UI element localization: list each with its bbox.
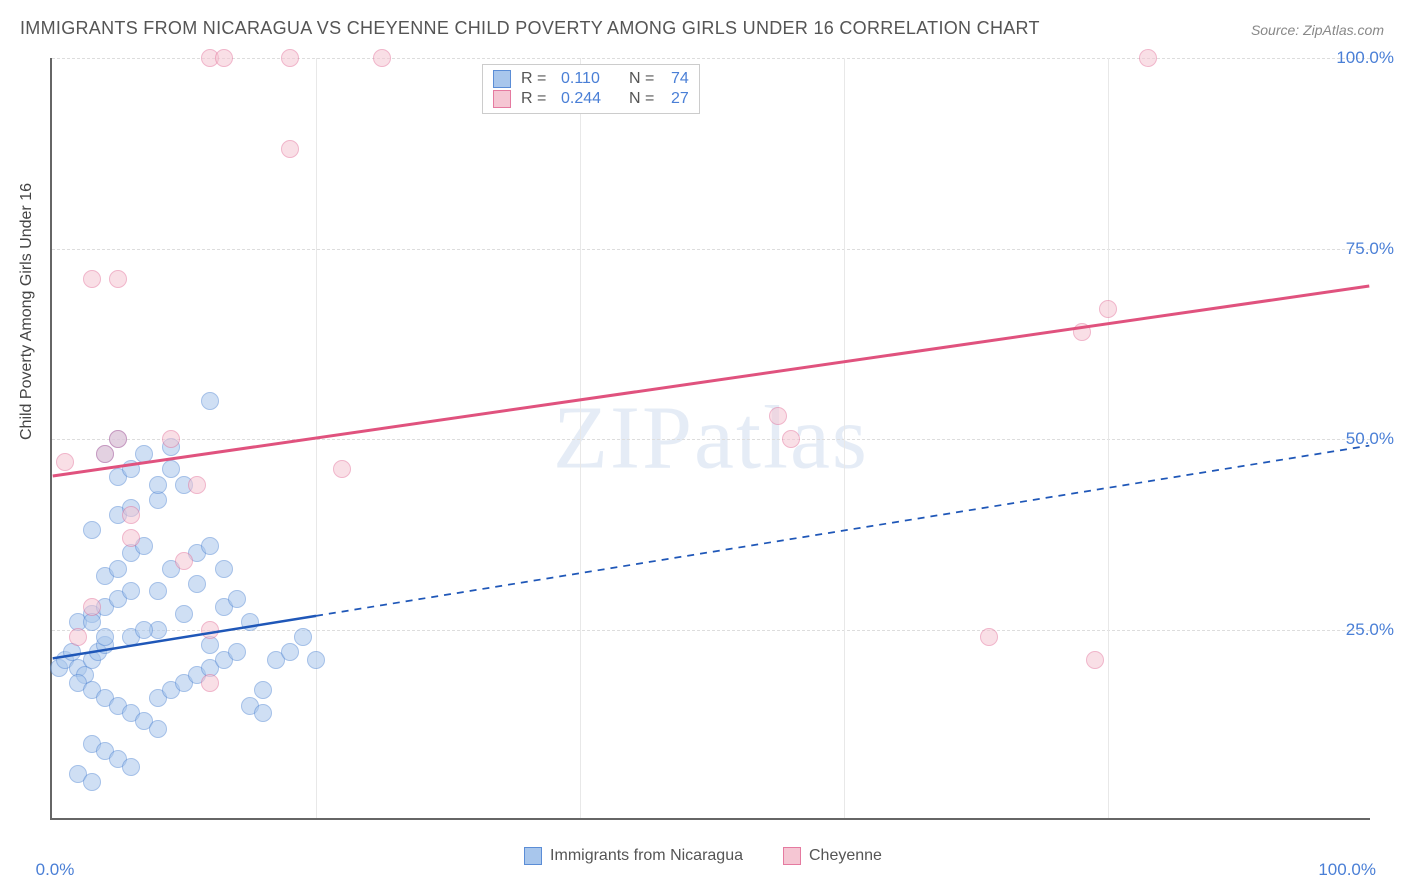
legend-swatch (493, 70, 511, 88)
r-value: 0.110 (561, 70, 619, 88)
legend-label: Immigrants from Nicaragua (550, 847, 743, 865)
gridline-h (52, 439, 1370, 440)
scatter-point (201, 674, 219, 692)
correlation-legend: R = 0.110 N = 74 R = 0.244 N = 27 (482, 64, 700, 114)
gridline-v (580, 58, 581, 818)
scatter-point (769, 407, 787, 425)
gridline-h (52, 58, 1370, 59)
scatter-point (83, 521, 101, 539)
scatter-point (135, 445, 153, 463)
scatter-point (162, 430, 180, 448)
legend-row: R = 0.110 N = 74 (493, 69, 689, 89)
legend-label: Cheyenne (809, 847, 882, 865)
scatter-point (201, 537, 219, 555)
scatter-point (96, 445, 114, 463)
scatter-point (56, 453, 74, 471)
scatter-point (69, 628, 87, 646)
scatter-point (83, 270, 101, 288)
scatter-point (122, 758, 140, 776)
chart-container: IMMIGRANTS FROM NICARAGUA VS CHEYENNE CH… (0, 0, 1406, 892)
scatter-point (1073, 323, 1091, 341)
scatter-point (149, 476, 167, 494)
scatter-point (1086, 651, 1104, 669)
n-label: N = (629, 70, 661, 88)
scatter-point (228, 643, 246, 661)
scatter-point (109, 560, 127, 578)
y-tick-label: 100.0% (1336, 48, 1394, 68)
scatter-point (281, 140, 299, 158)
source-attribution: Source: ZipAtlas.com (1251, 22, 1384, 38)
scatter-point (1139, 49, 1157, 67)
scatter-point (188, 575, 206, 593)
scatter-point (294, 628, 312, 646)
scatter-point (122, 460, 140, 478)
scatter-point (333, 460, 351, 478)
scatter-point (149, 582, 167, 600)
scatter-point (228, 590, 246, 608)
legend-swatch (783, 847, 801, 865)
scatter-point (215, 49, 233, 67)
gridline-v (1108, 58, 1109, 818)
series-legend: Immigrants from Nicaragua Cheyenne (0, 847, 1406, 870)
scatter-point (175, 605, 193, 623)
n-value: 74 (671, 70, 689, 88)
scatter-point (201, 621, 219, 639)
scatter-point (109, 270, 127, 288)
scatter-point (83, 773, 101, 791)
scatter-point (135, 621, 153, 639)
scatter-point (254, 681, 272, 699)
legend-item: Cheyenne (783, 847, 882, 865)
scatter-point (149, 720, 167, 738)
legend-row: R = 0.244 N = 27 (493, 89, 689, 109)
scatter-point (162, 460, 180, 478)
gridline-v (844, 58, 845, 818)
scatter-point (254, 704, 272, 722)
scatter-point (96, 628, 114, 646)
scatter-point (373, 49, 391, 67)
scatter-point (215, 560, 233, 578)
scatter-point (201, 392, 219, 410)
gridline-h (52, 249, 1370, 250)
r-label: R = (521, 90, 551, 108)
scatter-point (175, 552, 193, 570)
legend-item: Immigrants from Nicaragua (524, 847, 743, 865)
scatter-point (281, 49, 299, 67)
legend-swatch (524, 847, 542, 865)
y-axis-label: Child Poverty Among Girls Under 16 (18, 183, 36, 440)
watermark: ZIPatlas (553, 387, 869, 490)
r-value: 0.244 (561, 90, 619, 108)
legend-swatch (493, 90, 511, 108)
y-tick-label: 25.0% (1346, 620, 1394, 640)
y-tick-label: 75.0% (1346, 239, 1394, 259)
plot-area: ZIPatlas R = 0.110 N = 74 R = 0.244 N = 27 (50, 58, 1370, 820)
scatter-point (122, 506, 140, 524)
scatter-point (122, 582, 140, 600)
scatter-point (122, 529, 140, 547)
scatter-point (782, 430, 800, 448)
n-value: 27 (671, 90, 689, 108)
scatter-point (109, 430, 127, 448)
gridline-v (316, 58, 317, 818)
scatter-point (1099, 300, 1117, 318)
scatter-point (241, 613, 259, 631)
scatter-point (83, 598, 101, 616)
scatter-point (188, 476, 206, 494)
y-tick-label: 50.0% (1346, 429, 1394, 449)
chart-title: IMMIGRANTS FROM NICARAGUA VS CHEYENNE CH… (20, 18, 1040, 39)
scatter-point (307, 651, 325, 669)
scatter-point (281, 643, 299, 661)
n-label: N = (629, 90, 661, 108)
r-label: R = (521, 70, 551, 88)
scatter-point (980, 628, 998, 646)
